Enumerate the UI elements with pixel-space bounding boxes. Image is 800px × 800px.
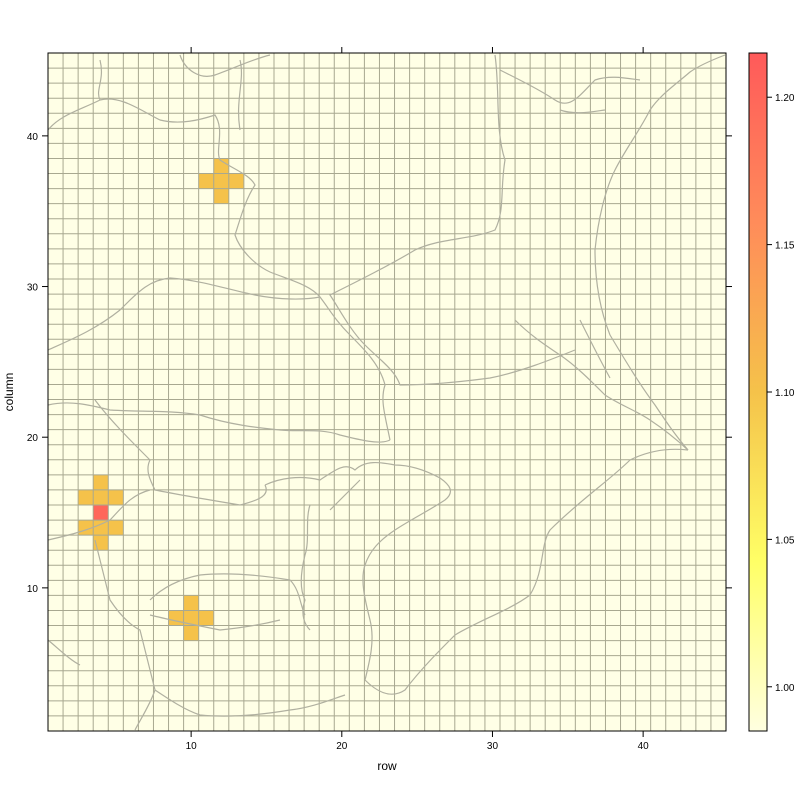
y-axis-title: column bbox=[2, 373, 16, 412]
y-tick-label: 30 bbox=[27, 283, 39, 294]
color-key-tick-label: 1.10 bbox=[775, 388, 795, 399]
heatmap-cell bbox=[108, 489, 124, 505]
heatmap-cell bbox=[168, 610, 184, 626]
color-key-tick-label: 1.15 bbox=[775, 241, 795, 252]
color-key-bar bbox=[748, 52, 768, 732]
x-tick-label: 10 bbox=[186, 741, 198, 752]
heatmap-cell bbox=[93, 520, 109, 536]
panel-frame bbox=[47, 52, 727, 732]
x-tick-label: 40 bbox=[638, 741, 650, 752]
y-tick-label: 40 bbox=[27, 132, 39, 143]
heatmap-cell bbox=[108, 520, 124, 536]
map-bay-inner-coast bbox=[300, 479, 361, 631]
color-key-tick-label: 1.05 bbox=[775, 535, 795, 546]
heatmap-cell bbox=[183, 595, 199, 611]
color-key-ticks: 1.00 1.05 1.10 1.15 1.20 bbox=[767, 93, 795, 694]
heatmap-cell bbox=[93, 489, 109, 505]
x-tick-label: 30 bbox=[487, 741, 499, 752]
map-border-central bbox=[47, 277, 391, 441]
heatmap-cell bbox=[213, 158, 229, 174]
heatmap-cell bbox=[198, 173, 214, 189]
map-south-coast bbox=[47, 639, 346, 717]
plot-panel bbox=[47, 52, 727, 732]
heatmap-cell bbox=[78, 489, 94, 505]
heatmap-cell bbox=[93, 505, 109, 521]
x-axis-title: row bbox=[377, 759, 397, 773]
y-axis-ticks: 10 20 30 40 bbox=[27, 132, 732, 595]
y-tick-label: 10 bbox=[27, 584, 39, 595]
coastline-map-overlay bbox=[47, 54, 726, 731]
color-key-legend: 1.00 1.05 1.10 1.15 1.20 bbox=[748, 52, 795, 732]
heatmap-cell bbox=[198, 610, 214, 626]
map-border-east bbox=[329, 54, 576, 386]
y-tick-label: 20 bbox=[27, 433, 39, 444]
color-key-tick-label: 1.20 bbox=[775, 93, 795, 104]
x-axis-ticks: 10 20 30 40 bbox=[186, 47, 650, 752]
heatmap-cell bbox=[213, 188, 229, 204]
heatmap-cell bbox=[183, 610, 199, 626]
map-border-west bbox=[47, 399, 391, 506]
map-coast-east bbox=[594, 54, 726, 451]
map-bay-coast bbox=[264, 448, 689, 695]
heatmap-cell bbox=[213, 173, 229, 189]
x-tick-label: 20 bbox=[336, 741, 348, 752]
map-peninsula bbox=[149, 573, 306, 631]
color-key-tick-label: 1.00 bbox=[775, 683, 795, 694]
heatmap-cell bbox=[228, 173, 244, 189]
map-river-upper bbox=[47, 98, 321, 298]
map-border-north bbox=[97, 54, 271, 131]
map-river-east bbox=[514, 319, 689, 451]
map-northeast-ridge bbox=[499, 69, 641, 114]
heatmap-cell bbox=[93, 474, 109, 490]
panel-background bbox=[48, 53, 726, 731]
map-border-southwest bbox=[47, 489, 156, 731]
axes: 10 20 30 40 10 20 30 40 row column bbox=[2, 47, 732, 773]
heatmap-cell bbox=[183, 625, 199, 641]
